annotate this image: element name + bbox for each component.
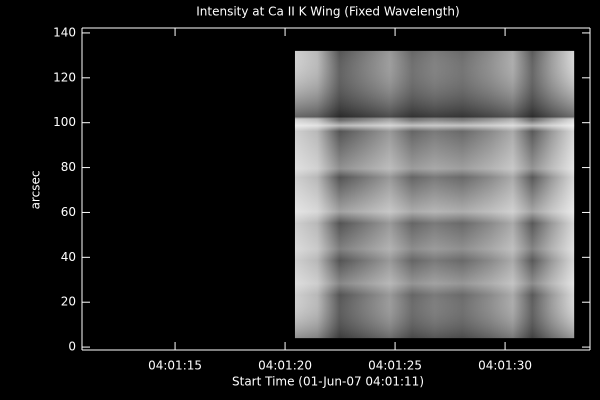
x-axis-label: Start Time (01-Jun-07 04:01:11) <box>232 375 424 389</box>
x-tick-label: 04:01:30 <box>478 359 532 373</box>
y-tick-label: 0 <box>68 340 76 354</box>
y-tick-label: 20 <box>61 295 76 309</box>
y-tick-label: 60 <box>61 205 76 219</box>
y-tick-label: 120 <box>53 70 76 84</box>
y-axis-label: arcsec <box>29 171 43 210</box>
y-tick-label: 140 <box>53 25 76 39</box>
x-tick-label: 04:01:20 <box>258 359 312 373</box>
y-tick-label: 40 <box>61 250 76 264</box>
x-tick-label: 04:01:25 <box>368 359 422 373</box>
x-tick-label: 04:01:15 <box>148 359 202 373</box>
image-shading <box>294 50 575 339</box>
chart-title: Intensity at Ca II K Wing (Fixed Wavelen… <box>196 5 459 19</box>
y-tick-label: 80 <box>61 160 76 174</box>
y-tick-label: 100 <box>53 115 76 129</box>
